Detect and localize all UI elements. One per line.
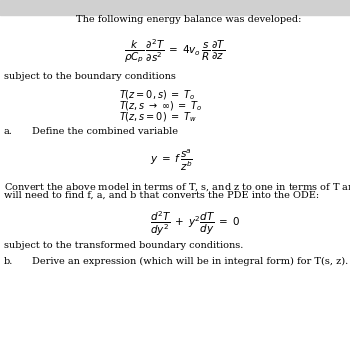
Text: Derive an expression (which will be in integral form) for T(s, z).: Derive an expression (which will be in i…	[32, 257, 348, 266]
Text: Convert the above model in terms of T, s, and z to one in terms of T and $\gamma: Convert the above model in terms of T, s…	[4, 181, 350, 194]
Text: subject to the boundary conditions: subject to the boundary conditions	[4, 72, 175, 81]
Text: $\dfrac{k}{\rho C_p}\,\dfrac{\partial^2 T}{\partial s^2} \;=\; 4v_o\,\dfrac{s}{R: $\dfrac{k}{\rho C_p}\,\dfrac{\partial^2 …	[124, 38, 226, 65]
Text: The following energy balance was developed:: The following energy balance was develop…	[76, 15, 302, 24]
Text: b.: b.	[4, 257, 13, 266]
Text: $\dfrac{d^2T}{dy^2} \;+\; y^2\dfrac{dT}{dy} \;=\; 0$: $\dfrac{d^2T}{dy^2} \;+\; y^2\dfrac{dT}{…	[150, 209, 241, 238]
Text: $T(z, s \;\to\; \infty) \;=\; T_o$: $T(z, s \;\to\; \infty) \;=\; T_o$	[119, 99, 202, 113]
Text: $T(z = 0, s) \;=\; T_o$: $T(z = 0, s) \;=\; T_o$	[119, 88, 195, 102]
Text: Define the combined variable: Define the combined variable	[32, 127, 177, 136]
Text: $T(z, s = 0) \;=\; T_w$: $T(z, s = 0) \;=\; T_w$	[119, 110, 197, 124]
Text: subject to the transformed boundary conditions.: subject to the transformed boundary cond…	[4, 241, 243, 250]
Text: a.: a.	[4, 127, 12, 136]
Text: $y \;=\; f\,\dfrac{s^{a}}{z^{b}}$: $y \;=\; f\,\dfrac{s^{a}}{z^{b}}$	[150, 148, 194, 173]
FancyBboxPatch shape	[0, 0, 350, 15]
Text: will need to find f, a, and b that converts the PDE into the ODE:: will need to find f, a, and b that conve…	[4, 190, 318, 199]
